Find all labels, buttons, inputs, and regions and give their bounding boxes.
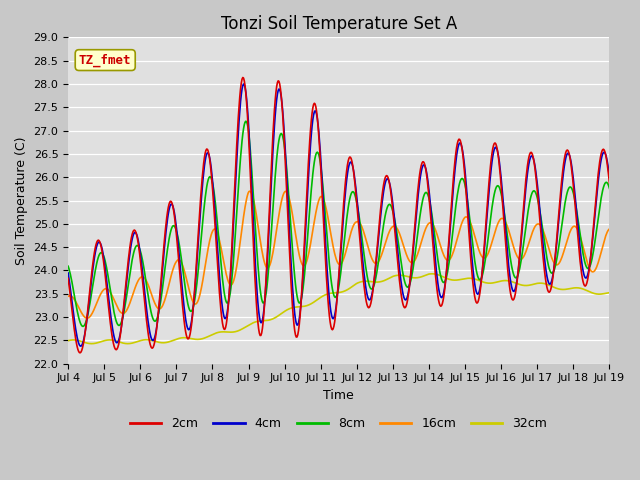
Text: TZ_fmet: TZ_fmet xyxy=(79,53,131,67)
X-axis label: Time: Time xyxy=(323,389,354,402)
Y-axis label: Soil Temperature (C): Soil Temperature (C) xyxy=(15,136,28,265)
Legend: 2cm, 4cm, 8cm, 16cm, 32cm: 2cm, 4cm, 8cm, 16cm, 32cm xyxy=(125,412,552,435)
Title: Tonzi Soil Temperature Set A: Tonzi Soil Temperature Set A xyxy=(221,15,457,33)
